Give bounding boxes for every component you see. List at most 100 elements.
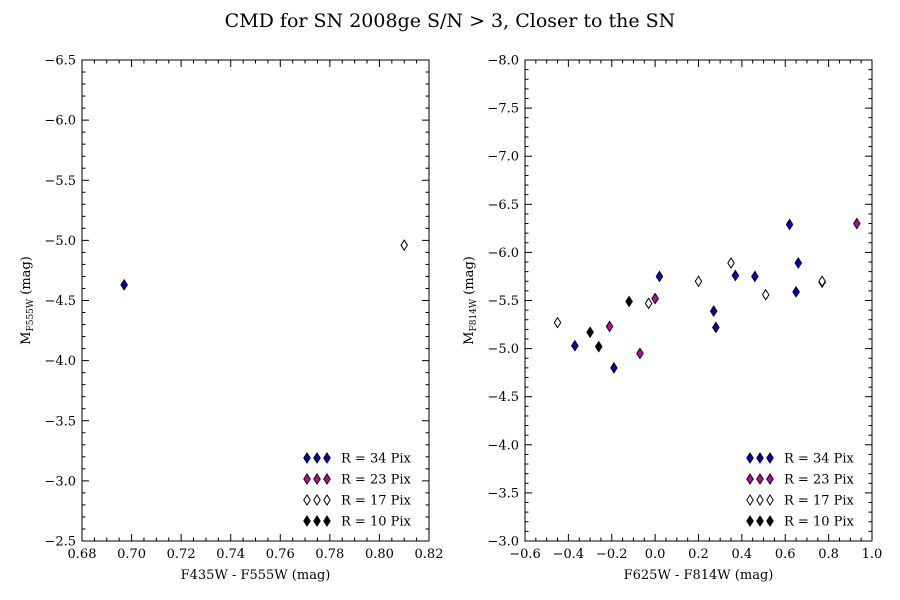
- data-point: [794, 257, 803, 269]
- x-tick-label: 0.74: [216, 547, 245, 562]
- legend-marker: [766, 494, 774, 506]
- x-tick-label: 1.0: [862, 547, 883, 562]
- y-tick-label: −3.5: [487, 486, 519, 501]
- x-tick-label: 0.72: [167, 547, 196, 562]
- y-tick-label: −4.0: [487, 438, 519, 453]
- legend-label: R = 17 Pix: [784, 494, 855, 509]
- y-tick-label: −6.5: [44, 54, 76, 69]
- x-tick-label: −0.4: [553, 547, 585, 562]
- legend-marker: [746, 494, 754, 506]
- y-axis-label-subscript: F814W: [469, 298, 479, 331]
- data-point: [594, 340, 603, 353]
- x-tick-label: 0.80: [365, 547, 394, 562]
- legend-label: R = 17 Pix: [341, 494, 412, 509]
- legend-marker: [323, 515, 331, 527]
- data-point: [792, 285, 800, 298]
- y-tick-label: −7.0: [487, 150, 519, 165]
- legend-marker: [766, 515, 774, 527]
- y-tick-label: −5.0: [487, 342, 519, 357]
- legend-label: R = 34 Pix: [341, 452, 412, 467]
- x-tick-label: 0.0: [645, 547, 666, 562]
- cmd-panel-right: −0.6 −0.4 −0.2 0.0 0.2 0.4 0.6 0.8 1.0 −8.0 −7.5 −7…: [462, 54, 882, 584]
- data-point: [727, 257, 735, 269]
- y-tick-label: −6.0: [44, 114, 76, 129]
- cmd-panel-left: 0.68 0.70 0.72 0.74 0.76 0.78 0.80 0.82 −6.5 −6.0…: [19, 54, 443, 584]
- data-point: [712, 321, 720, 334]
- data-point: [120, 278, 128, 291]
- data-point: [853, 217, 861, 230]
- y-tick-label: −6.0: [487, 246, 519, 261]
- y-tick-label: −8.0: [487, 54, 519, 69]
- data-point: [610, 361, 618, 374]
- legend-marker: [756, 473, 764, 485]
- x-tick-label: 0.6: [775, 547, 796, 562]
- legend-marker: [303, 494, 311, 506]
- data-point: [818, 275, 826, 288]
- x-tick-label: 0.82: [415, 547, 444, 562]
- legend-marker: [746, 473, 754, 485]
- data-point: [586, 326, 594, 339]
- y-tick-label: −3.5: [44, 414, 76, 429]
- figure-title: CMD for SN 2008ge S/N > 3, Closer to the…: [225, 10, 676, 32]
- data-point: [553, 316, 562, 329]
- y-tick-label: −5.5: [44, 174, 76, 189]
- plot-frame: [524, 59, 873, 542]
- data-point: [785, 218, 794, 231]
- data-point: [751, 270, 759, 283]
- x-tick-label: 0.4: [732, 547, 753, 562]
- legend-label: R = 34 Pix: [784, 452, 855, 467]
- legend-marker: [766, 452, 774, 464]
- x-tick-label: 0.70: [117, 547, 146, 562]
- data-point: [571, 339, 579, 352]
- legend-marker: [303, 473, 311, 485]
- legend-marker: [756, 515, 764, 527]
- legend-marker: [323, 452, 331, 464]
- data-point: [694, 275, 703, 288]
- data-point: [636, 347, 644, 360]
- legend-label: R = 10 Pix: [341, 515, 412, 530]
- y-axis-label-main: M: [19, 332, 34, 345]
- y-axis-label-unit: (mag): [462, 256, 477, 299]
- legend-marker: [756, 452, 764, 464]
- legend-marker: [303, 515, 311, 527]
- x-tick-label: 0.78: [315, 547, 344, 562]
- y-tick-label: −3.0: [487, 535, 519, 550]
- data-point: [651, 292, 659, 305]
- legend-label: R = 23 Pix: [341, 473, 412, 488]
- x-tick-label: 0.2: [688, 547, 709, 562]
- x-tick-label: 0.8: [818, 547, 839, 562]
- legend-marker: [756, 494, 764, 506]
- y-tick-label: −7.5: [487, 102, 519, 117]
- y-tick-label: −3.0: [44, 474, 76, 489]
- y-tick-label: −4.0: [44, 354, 76, 369]
- x-tick-label: −0.6: [509, 547, 541, 562]
- legend-marker: [313, 494, 321, 506]
- legend-marker: [746, 515, 754, 527]
- x-axis-label: F435W - F555W (mag): [181, 568, 331, 583]
- legend-marker: [313, 452, 321, 464]
- y-tick-label: −4.5: [487, 390, 519, 405]
- legend-label: R = 23 Pix: [784, 473, 855, 488]
- y-axis-label-main: M: [462, 332, 477, 345]
- x-axis-label: F625W - F814W (mag): [624, 568, 774, 583]
- legend-marker: [746, 452, 754, 464]
- y-tick-label: −6.5: [487, 198, 519, 213]
- y-axis-label: MF814W (mag): [462, 256, 479, 345]
- legend-marker: [323, 494, 331, 506]
- legend-marker: [313, 473, 321, 485]
- data-point: [644, 297, 653, 310]
- legend-marker: [303, 452, 311, 464]
- legend-marker: [313, 515, 321, 527]
- y-axis-label-unit: (mag): [19, 256, 34, 299]
- data-point: [709, 305, 718, 318]
- y-tick-label: −2.5: [44, 535, 76, 550]
- data-point: [761, 288, 770, 301]
- legend-marker: [323, 473, 331, 485]
- y-tick-label: −5.0: [44, 234, 76, 249]
- legend-label: R = 10 Pix: [784, 515, 855, 530]
- plot-frame: [81, 59, 430, 542]
- data-point: [625, 295, 633, 308]
- x-tick-label: 0.68: [68, 547, 97, 562]
- y-axis-label: MF555W (mag): [19, 256, 36, 345]
